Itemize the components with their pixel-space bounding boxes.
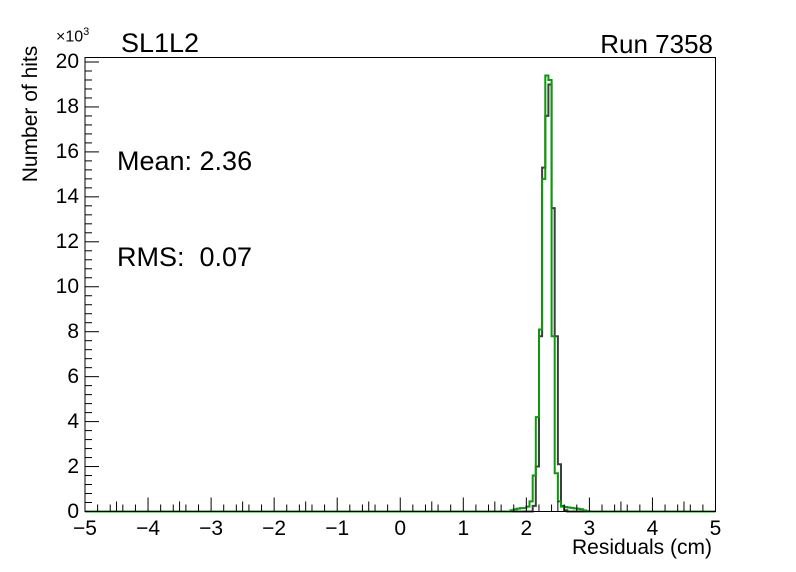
x-tick-label: −1: [325, 517, 350, 540]
y-tick-label: 0: [67, 499, 79, 523]
x-axis-title: Residuals (cm): [571, 536, 712, 559]
stats-rms: RMS: 0.07: [117, 242, 253, 272]
stats-box: Mean: 2.36 RMS: 0.07: [117, 81, 252, 337]
y-tick-label: 14: [55, 184, 79, 208]
x-tick-label: −5: [73, 517, 97, 540]
x-tick-label: 3: [583, 517, 596, 540]
axis-ticks: [84, 61, 716, 512]
stats-mean: Mean: 2.36: [117, 146, 253, 176]
y-tick-label: 6: [67, 364, 79, 388]
y-tick-label: 18: [55, 94, 79, 118]
x-tick-label: −2: [262, 517, 287, 540]
run-number-label: Run 7358: [600, 29, 713, 59]
y-tick-label: 2: [67, 454, 79, 478]
y-tick-label: 20: [55, 49, 79, 73]
y-tick-label: 10: [55, 274, 79, 298]
x-tick-label: −3: [199, 517, 224, 540]
page-title: SL1L2: [121, 28, 200, 58]
y-tick-label: 8: [67, 319, 79, 343]
x-tick-label: −4: [136, 517, 161, 540]
x-tick-label: 0: [394, 517, 407, 540]
x-tick-label: 1: [457, 517, 470, 540]
x-tick-label: 4: [646, 517, 659, 540]
x-tick-label: 5: [709, 517, 722, 540]
y-tick-label: 12: [55, 229, 79, 253]
y-axis-multiplier: ×103: [56, 26, 90, 46]
y-tick-label: 4: [67, 409, 79, 433]
y-tick-label: 16: [55, 139, 79, 163]
x-tick-label: 2: [520, 517, 533, 540]
